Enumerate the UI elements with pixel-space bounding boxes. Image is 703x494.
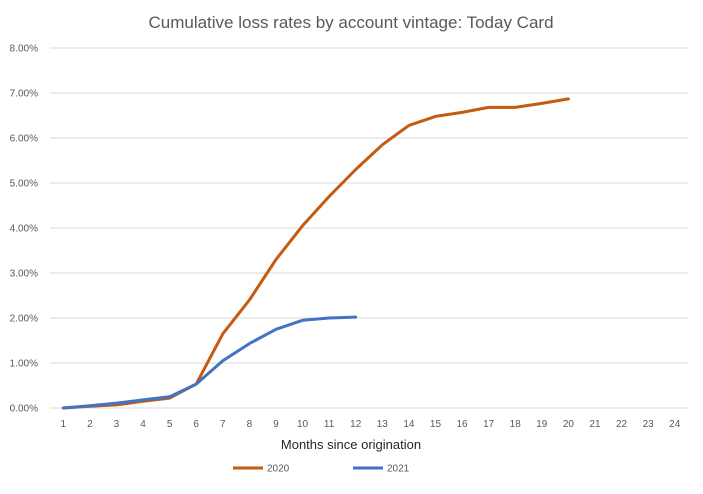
y-tick-label: 0.00% — [10, 404, 38, 415]
x-tick-label: 4 — [140, 419, 146, 430]
y-axis-ticks: 0.00% 1.00% 2.00% 3.00% 4.00% 5.00% 6.00% 7.00%… — [10, 44, 38, 415]
legend-entry: 2021 — [353, 464, 410, 475]
series-lines — [61, 97, 570, 410]
x-tick-label: 3 — [114, 419, 120, 430]
y-tick-label: 3.00% — [10, 269, 38, 280]
x-tick-label: 24 — [669, 419, 681, 430]
y-tick-label: 1.00% — [10, 359, 38, 370]
x-tick-label: 20 — [563, 419, 575, 430]
x-tick-label: 23 — [643, 419, 655, 430]
x-tick-label: 9 — [273, 419, 279, 430]
chart-title: Cumulative loss rates by account vintage… — [148, 13, 553, 32]
x-axis-ticks: 1 2 3 4 5 6 7 8 9 10 11 12 13 14 15 16 17 18 19 20 21 22 23 24 — [61, 419, 681, 430]
x-tick-label: 6 — [193, 419, 199, 430]
x-tick-label: 19 — [536, 419, 548, 430]
y-tick-label: 4.00% — [10, 224, 38, 235]
y-tick-label: 7.00% — [10, 89, 38, 100]
series-2020-line — [61, 97, 570, 410]
x-tick-label: 13 — [377, 419, 389, 430]
x-tick-label: 15 — [430, 419, 442, 430]
y-tick-label: 5.00% — [10, 179, 38, 190]
x-tick-label: 22 — [616, 419, 628, 430]
x-tick-label: 10 — [297, 419, 309, 430]
x-axis-label: Months since origination — [281, 437, 421, 452]
gridlines — [50, 47, 688, 409]
legend-entry: 2020 — [233, 464, 290, 475]
x-tick-label: 1 — [61, 419, 67, 430]
x-tick-label: 2 — [87, 419, 93, 430]
legend: 2020 2021 — [233, 464, 410, 475]
x-tick-label: 14 — [403, 419, 415, 430]
series-2021-line — [61, 315, 358, 410]
x-tick-label: 17 — [483, 419, 495, 430]
x-tick-label: 8 — [247, 419, 253, 430]
y-tick-label: 6.00% — [10, 134, 38, 145]
x-tick-label: 12 — [350, 419, 362, 430]
x-tick-label: 18 — [510, 419, 522, 430]
legend-label: 2021 — [387, 464, 410, 475]
y-tick-label: 8.00% — [10, 44, 38, 55]
x-tick-label: 5 — [167, 419, 173, 430]
legend-label: 2020 — [267, 464, 290, 475]
y-tick-label: 2.00% — [10, 314, 38, 325]
x-tick-label: 21 — [589, 419, 601, 430]
x-tick-label: 16 — [456, 419, 468, 430]
x-tick-label: 7 — [220, 419, 226, 430]
x-tick-label: 11 — [324, 419, 335, 430]
